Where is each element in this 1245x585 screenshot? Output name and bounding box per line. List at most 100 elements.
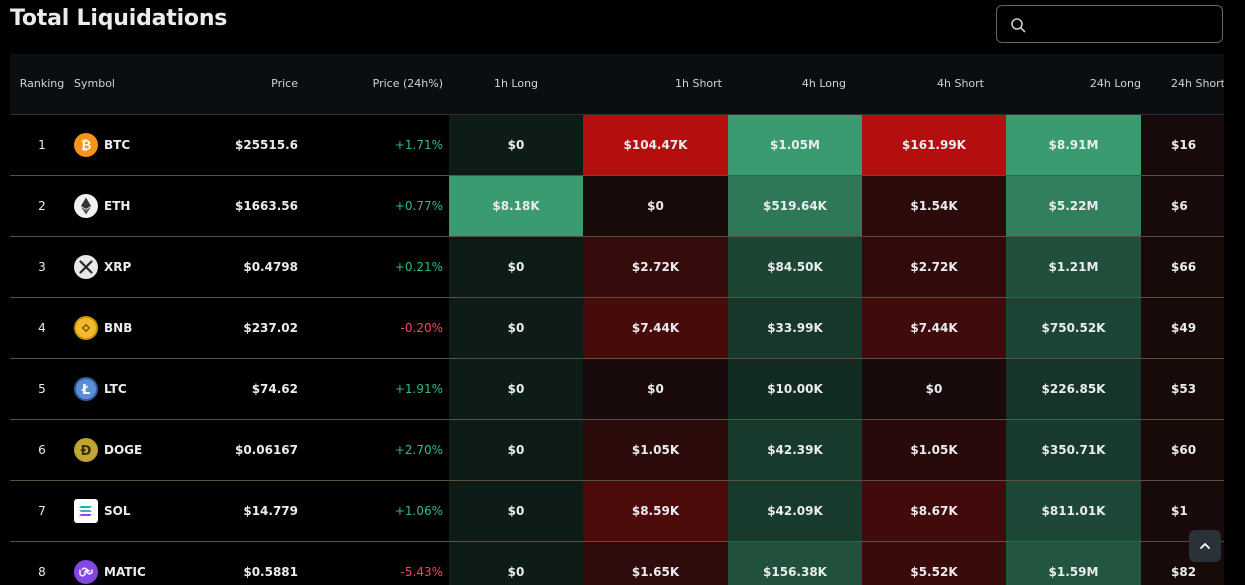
rank-cell: 7	[10, 480, 74, 542]
svg-text:₿: ₿	[81, 138, 92, 153]
h4-short-cell: $2.72K	[862, 236, 1006, 298]
table-row[interactable]: 8 MATIC $0.5881 -5.43% $0 $1.65K $156.38K $5.52…	[10, 541, 1224, 585]
col-header-1h-short[interactable]: 1h Short	[583, 54, 728, 115]
h1-long-cell: $0	[449, 358, 583, 420]
col-header-4h-short[interactable]: 4h Short	[862, 54, 1006, 115]
price-cell: $237.02	[154, 297, 304, 359]
h4-long-cell: $10.00K	[728, 358, 862, 420]
symbol-cell[interactable]: MATIC	[74, 541, 154, 585]
table-row[interactable]: 1 ₿ BTC $25515.6 +1.71% $0 $104.47K $1.05M $161.…	[10, 114, 1224, 176]
h1-short-cell: $7.44K	[583, 297, 728, 359]
h4-long-cell: $84.50K	[728, 236, 862, 298]
table-row[interactable]: 5 Ł LTC $74.62 +1.91% $0 $0 $10.00K $0 $226.85K $5…	[10, 358, 1224, 420]
ethereum-icon	[74, 193, 98, 218]
rank-cell: 3	[10, 236, 74, 298]
h1-short-cell: $0	[583, 175, 728, 237]
h1-short-cell: $1.65K	[583, 541, 728, 585]
h4-long-cell: $42.09K	[728, 480, 862, 542]
col-header-price-change[interactable]: Price (24h%)	[304, 54, 449, 115]
h24-long-cell: $811.01K	[1006, 480, 1141, 542]
price-change-cell: +0.21%	[304, 236, 449, 298]
h4-short-cell: $1.05K	[862, 419, 1006, 481]
price-change-cell: +2.70%	[304, 419, 449, 481]
table-header-row: Ranking Symbol Price Price (24h%) 1h Lon…	[10, 54, 1224, 115]
rank-cell: 8	[10, 541, 74, 585]
symbol-cell[interactable]: ETH	[74, 175, 154, 237]
h1-long-cell: $0	[449, 236, 583, 298]
scroll-to-top-button[interactable]	[1189, 530, 1221, 562]
rank-cell: 1	[10, 114, 74, 176]
table-row[interactable]: 2 ETH $1663.56 +0.77% $8.18K $0 $519.64K $1.54K…	[10, 175, 1224, 237]
symbol-label: BTC	[104, 137, 131, 152]
page-title: Total Liquidations	[10, 6, 228, 31]
h4-short-cell: $0	[862, 358, 1006, 420]
rank-cell: 6	[10, 419, 74, 481]
h1-short-cell: $104.47K	[583, 114, 728, 176]
h1-short-cell: $8.59K	[583, 480, 728, 542]
h24-long-cell: $1.21M	[1006, 236, 1141, 298]
table-row[interactable]: 4 BNB $237.02 -0.20% $0 $7.44K $33.99K $7.44K $7…	[10, 297, 1224, 359]
price-cell: $0.06167	[154, 419, 304, 481]
symbol-cell[interactable]: Ł LTC	[74, 358, 154, 420]
price-change-cell: -0.20%	[304, 297, 449, 359]
svg-text:Ð: Ð	[81, 444, 92, 459]
table-row[interactable]: 6 Ð DOGE $0.06167 +2.70% $0 $1.05K $42.39K $1.05…	[10, 419, 1224, 481]
h24-short-cell: $49	[1141, 297, 1224, 359]
h1-long-cell: $0	[449, 541, 583, 585]
col-header-24h-long[interactable]: 24h Long	[1006, 54, 1141, 115]
symbol-cell[interactable]: XRP	[74, 236, 154, 298]
h4-long-cell: $42.39K	[728, 419, 862, 481]
h24-long-cell: $750.52K	[1006, 297, 1141, 359]
h24-short-cell: $66	[1141, 236, 1224, 298]
h24-short-cell: $6	[1141, 175, 1224, 237]
price-change-cell: +1.06%	[304, 480, 449, 542]
h4-long-cell: $156.38K	[728, 541, 862, 585]
symbol-cell[interactable]: SOL	[74, 480, 154, 542]
dogecoin-icon: Ð	[74, 437, 98, 462]
h24-long-cell: $1.59M	[1006, 541, 1141, 585]
h4-short-cell: $5.52K	[862, 541, 1006, 585]
rank-cell: 4	[10, 297, 74, 359]
symbol-cell[interactable]: ₿ BTC	[74, 114, 154, 176]
symbol-label: SOL	[104, 503, 131, 518]
h1-long-cell: $0	[449, 419, 583, 481]
table-row[interactable]: 7 SOL $14.779 +1.06% $0 $8.59K $42.09K $8.67K $8…	[10, 480, 1224, 542]
h1-short-cell: $2.72K	[583, 236, 728, 298]
col-header-price[interactable]: Price	[154, 54, 304, 115]
col-header-symbol[interactable]: Symbol	[74, 54, 154, 115]
h1-long-cell: $0	[449, 480, 583, 542]
symbol-label: DOGE	[104, 442, 143, 457]
xrp-icon	[74, 254, 98, 279]
h24-long-cell: $226.85K	[1006, 358, 1141, 420]
col-header-24h-short[interactable]: 24h Short	[1141, 54, 1224, 115]
price-cell: $0.5881	[154, 541, 304, 585]
price-cell: $74.62	[154, 358, 304, 420]
symbol-label: MATIC	[104, 564, 146, 579]
symbol-cell[interactable]: Ð DOGE	[74, 419, 154, 481]
polygon-icon	[74, 559, 98, 584]
h24-long-cell: $8.91M	[1006, 114, 1141, 176]
svg-text:Ł: Ł	[81, 383, 90, 398]
solana-icon	[74, 498, 98, 523]
price-cell: $14.779	[154, 480, 304, 542]
col-header-1h-long[interactable]: 1h Long	[449, 54, 583, 115]
col-header-ranking[interactable]: Ranking	[10, 54, 74, 115]
search-input[interactable]	[1035, 8, 1219, 42]
price-change-cell: -5.43%	[304, 541, 449, 585]
col-header-4h-long[interactable]: 4h Long	[728, 54, 862, 115]
liquidations-table: Ranking Symbol Price Price (24h%) 1h Lon…	[10, 54, 1224, 585]
h4-short-cell: $161.99K	[862, 114, 1006, 176]
symbol-cell[interactable]: BNB	[74, 297, 154, 359]
h4-long-cell: $519.64K	[728, 175, 862, 237]
table-row[interactable]: 3 XRP $0.4798 +0.21% $0 $2.72K $84.50K $2.72K $1…	[10, 236, 1224, 298]
h4-long-cell: $33.99K	[728, 297, 862, 359]
rank-cell: 5	[10, 358, 74, 420]
price-cell: $0.4798	[154, 236, 304, 298]
symbol-label: ETH	[104, 198, 131, 213]
symbol-label: LTC	[104, 381, 127, 396]
symbol-label: XRP	[104, 259, 132, 274]
h4-short-cell: $8.67K	[862, 480, 1006, 542]
search-box[interactable]	[996, 5, 1223, 43]
rank-cell: 2	[10, 175, 74, 237]
h24-long-cell: $350.71K	[1006, 419, 1141, 481]
